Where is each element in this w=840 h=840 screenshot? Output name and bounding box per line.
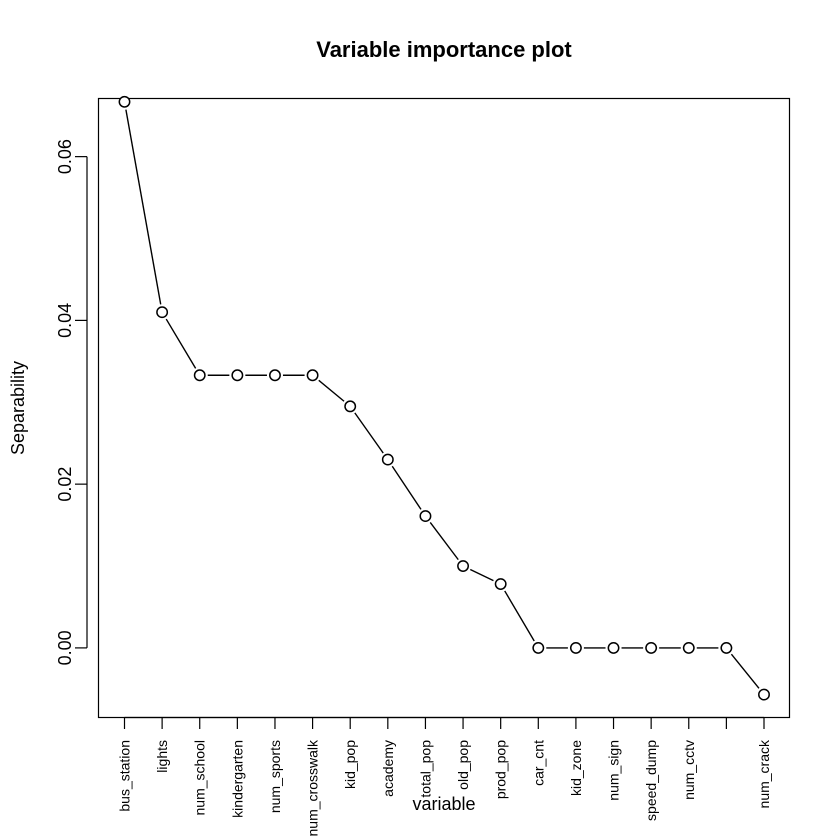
data-point (457, 560, 470, 572)
chart-title: Variable importance plot (316, 37, 572, 62)
data-point (231, 369, 244, 382)
data-point (758, 688, 770, 701)
data-point (419, 510, 432, 523)
y-tick-label: 0.02 (55, 467, 75, 502)
data-point (156, 306, 169, 319)
y-axis-label: Separability (8, 361, 28, 455)
x-tick-label: old_pop (455, 740, 471, 790)
x-tick-label: num_cctv (681, 740, 697, 800)
series-segment (429, 522, 459, 561)
x-tick-label: prod_pop (493, 740, 509, 799)
x-tick-label: num_sports (267, 740, 283, 813)
series-segment (125, 109, 162, 305)
data-point (381, 453, 394, 466)
data-point (532, 641, 545, 654)
data-point (645, 641, 658, 654)
x-tick-label: kid_pop (342, 740, 358, 789)
x-tick-label: num_crosswalk (305, 739, 321, 836)
data-point (494, 578, 507, 590)
series-segment (354, 412, 384, 454)
data-point (569, 641, 582, 654)
data-point (607, 641, 620, 654)
plot-frame (97, 97, 791, 719)
x-tick-label: academy (380, 740, 396, 797)
x-tick-label: car_cnt (530, 740, 546, 786)
x-tick-label: kindergarten (229, 740, 245, 818)
series-layer (118, 95, 770, 701)
y-tick-label: 0.00 (55, 630, 75, 665)
x-tick-label: lights (154, 740, 170, 773)
data-point (269, 369, 281, 382)
series-segment (165, 318, 197, 369)
x-tick-label: num_school (192, 740, 208, 816)
y-tick-label: 0.04 (55, 303, 75, 338)
data-point (118, 95, 131, 108)
y-axis: 0.00 0.02 0.04 0.06 (55, 139, 88, 665)
series-segment (469, 568, 494, 582)
data-point (193, 369, 206, 382)
x-tick-label: speed_dump (643, 740, 659, 821)
data-point (682, 641, 695, 654)
x-tick-label: num_sign (606, 740, 622, 801)
series-segment (391, 465, 422, 510)
x-tick-label: num_crack (756, 739, 772, 808)
x-tick-label: bus_station (117, 740, 133, 812)
x-tick-label: total_pop (417, 740, 433, 798)
y-tick-label: 0.06 (55, 139, 75, 174)
x-axis-label: variable (412, 794, 475, 814)
x-tick-label: kid_zone (568, 740, 584, 796)
data-point (720, 641, 733, 654)
series-segment (730, 653, 760, 689)
series-segment (318, 379, 345, 402)
series-segment (504, 590, 535, 642)
x-axis: bus_station lights num_school kindergarten n… (117, 716, 772, 836)
data-point (344, 400, 357, 413)
data-point (306, 369, 319, 382)
